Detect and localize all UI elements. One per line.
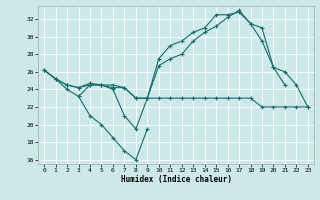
X-axis label: Humidex (Indice chaleur): Humidex (Indice chaleur) <box>121 175 231 184</box>
